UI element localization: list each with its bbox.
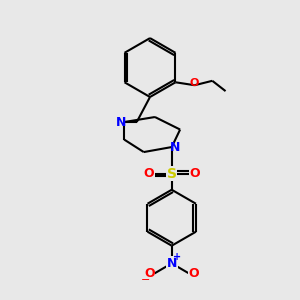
Text: N: N [170, 141, 180, 154]
Text: +: + [173, 253, 181, 262]
Text: O: O [190, 78, 199, 88]
Text: O: O [144, 167, 154, 180]
Text: S: S [167, 167, 177, 181]
Text: N: N [116, 116, 126, 128]
Text: N: N [167, 257, 177, 270]
Text: O: O [189, 167, 200, 180]
Text: O: O [188, 267, 199, 280]
Text: −: − [141, 274, 151, 285]
Text: O: O [144, 267, 155, 280]
